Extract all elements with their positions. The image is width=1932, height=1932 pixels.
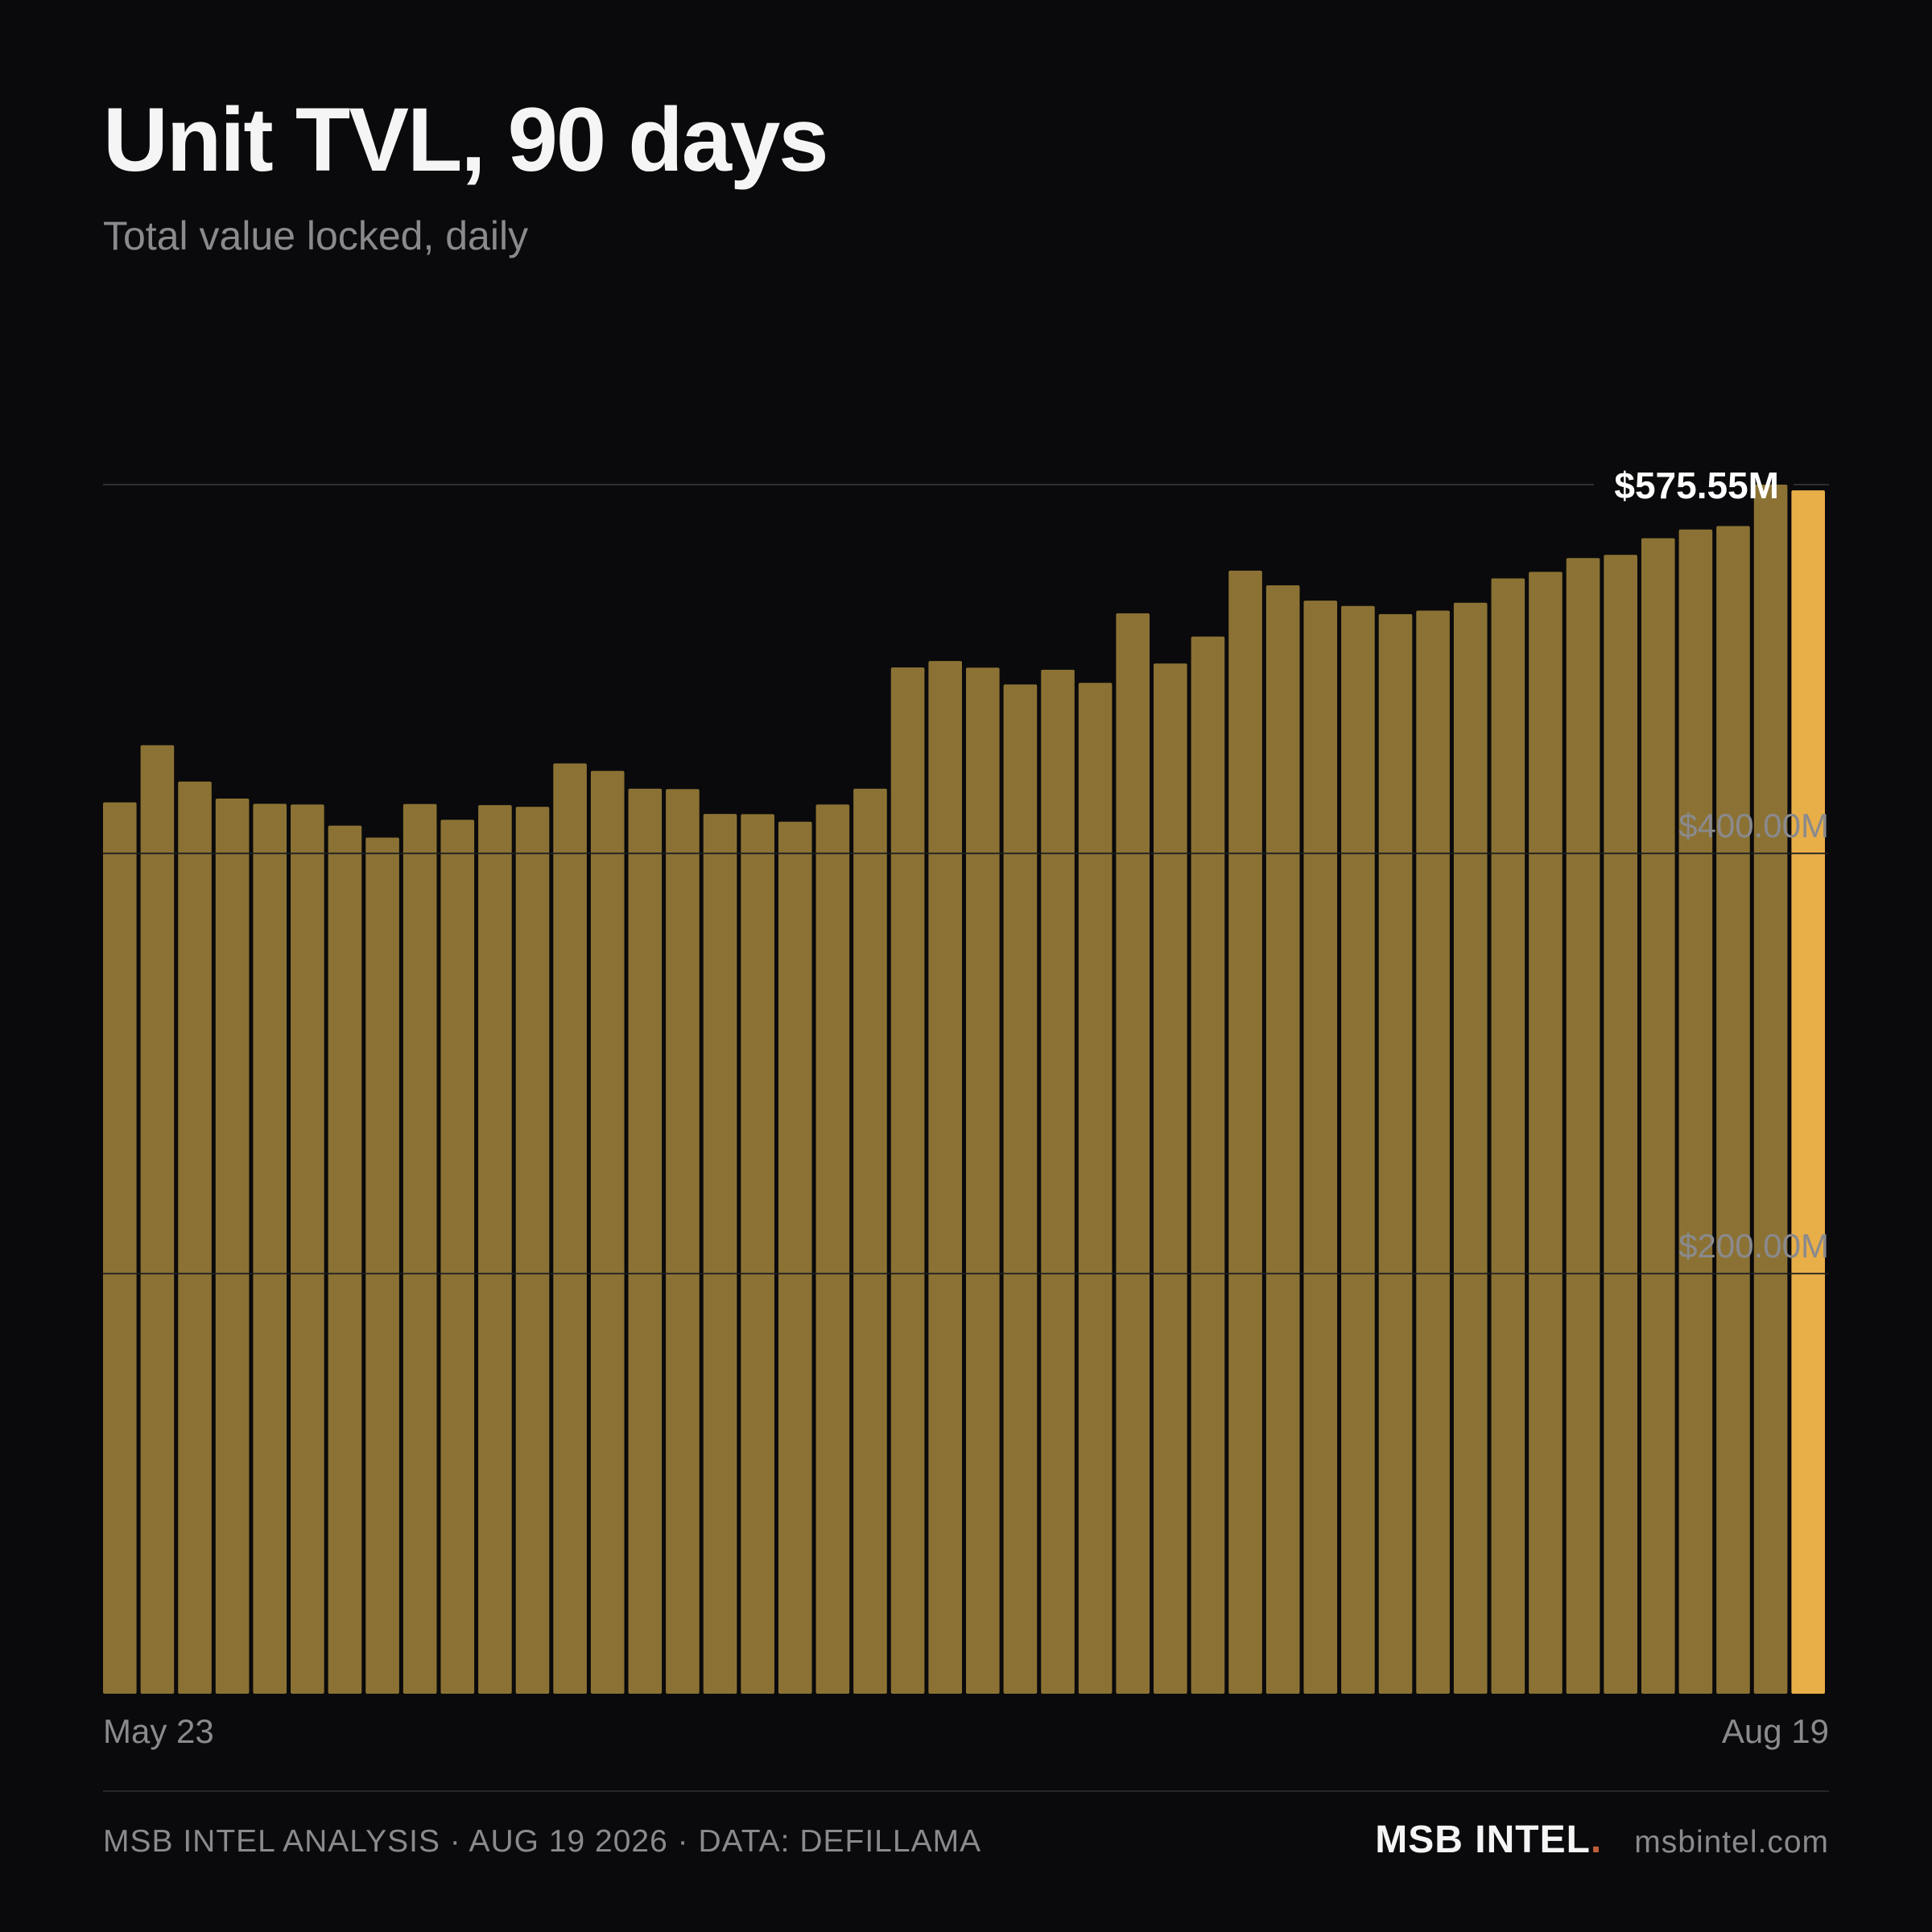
bars bbox=[103, 485, 1825, 1695]
bar bbox=[1378, 613, 1413, 1694]
bar bbox=[1303, 601, 1338, 1695]
bar bbox=[703, 814, 737, 1694]
bar bbox=[215, 799, 250, 1694]
brand-name: MSB INTEL bbox=[1375, 1818, 1591, 1861]
bar bbox=[103, 802, 137, 1695]
bar bbox=[140, 745, 175, 1694]
bar bbox=[1491, 578, 1525, 1694]
bar bbox=[1678, 529, 1713, 1694]
bar bbox=[928, 661, 962, 1694]
brand-logo: MSB INTEL. bbox=[1375, 1821, 1602, 1860]
bar bbox=[628, 788, 663, 1694]
bar bbox=[853, 788, 887, 1694]
bar bbox=[1604, 555, 1637, 1694]
bar bbox=[291, 804, 324, 1694]
bar bbox=[1341, 605, 1375, 1695]
bar bbox=[328, 825, 362, 1694]
footer-divider bbox=[103, 1790, 1829, 1792]
bar bbox=[890, 667, 925, 1695]
peak-value-label: $575.55M bbox=[1614, 464, 1779, 506]
bar bbox=[666, 789, 700, 1694]
bar bbox=[1228, 570, 1262, 1694]
bar bbox=[553, 763, 587, 1695]
brand-url: msbintel.com bbox=[1634, 1825, 1829, 1860]
bar bbox=[1566, 558, 1600, 1695]
bar bbox=[1265, 585, 1300, 1694]
bar bbox=[741, 814, 774, 1694]
bar bbox=[1191, 636, 1225, 1694]
y-tick-label: $200.00M bbox=[1678, 1227, 1829, 1265]
bar bbox=[253, 803, 287, 1694]
bar bbox=[1529, 572, 1563, 1695]
bar bbox=[1416, 610, 1450, 1695]
bar bbox=[1753, 485, 1788, 1694]
bar bbox=[365, 837, 399, 1694]
bar bbox=[402, 803, 437, 1694]
brand: MSB INTEL. msbintel.com bbox=[1375, 1821, 1829, 1860]
chart-subtitle: Total value locked, daily bbox=[103, 213, 529, 258]
axis-labels: $575.55M $200.00M $400.00M bbox=[103, 464, 1829, 1275]
bar bbox=[1041, 670, 1075, 1694]
brand-dot: . bbox=[1590, 1818, 1603, 1861]
bar bbox=[1116, 613, 1150, 1694]
x-axis-start-label: May 23 bbox=[103, 1712, 214, 1750]
bar bbox=[440, 819, 475, 1694]
x-axis-end-label: Aug 19 bbox=[1721, 1712, 1829, 1750]
bar bbox=[590, 770, 625, 1694]
bar bbox=[1716, 526, 1750, 1694]
bar bbox=[1154, 663, 1187, 1695]
bar bbox=[1003, 684, 1038, 1694]
bar-highlighted bbox=[1791, 490, 1825, 1695]
y-tick-label: $400.00M bbox=[1678, 807, 1829, 844]
bar bbox=[778, 821, 812, 1694]
bar bbox=[515, 807, 550, 1695]
bar bbox=[966, 667, 1000, 1695]
bar bbox=[478, 805, 512, 1694]
bar bbox=[815, 804, 850, 1694]
bar bbox=[1078, 683, 1113, 1694]
bar bbox=[1641, 538, 1675, 1695]
chart-title: Unit TVL, 90 days bbox=[103, 89, 829, 190]
footer-credit: MSB INTEL ANALYSIS · AUG 19 2026 · DATA:… bbox=[103, 1824, 982, 1859]
bar bbox=[178, 781, 212, 1694]
bar bbox=[1453, 602, 1488, 1694]
